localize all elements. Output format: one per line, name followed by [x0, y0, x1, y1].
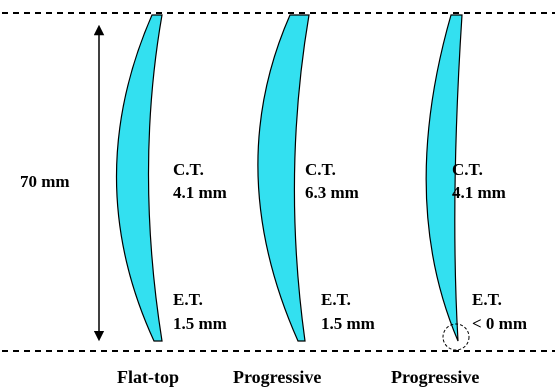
- lens3-et-label: E.T.: [472, 290, 502, 309]
- lens1-ct-label: C.T.: [173, 160, 204, 179]
- lens1-et-label: E.T.: [173, 290, 203, 309]
- lens1-caption: Flat-top: [117, 367, 179, 387]
- lens3-caption: Progressive: [391, 367, 479, 387]
- lens2-et-label: E.T.: [321, 290, 351, 309]
- height-dimension-label: 70 mm: [20, 172, 70, 191]
- lens2-ct-label: C.T.: [305, 160, 336, 179]
- lens2-et-value: 1.5 mm: [321, 314, 375, 333]
- lens3-ct-value: 4.1 mm: [452, 183, 506, 202]
- lens3-et-value: < 0 mm: [472, 314, 527, 333]
- lens1-et-value: 1.5 mm: [173, 314, 227, 333]
- lens2-caption: Progressive: [233, 367, 321, 387]
- lens3-ct-label: C.T.: [452, 160, 483, 179]
- lens-flat-top: [115, 14, 163, 342]
- edge-highlight-circle: [442, 323, 470, 351]
- lens1-ct-value: 4.1 mm: [173, 183, 227, 202]
- lens2-ct-value: 6.3 mm: [305, 183, 359, 202]
- lens-progressive-thick: [257, 14, 310, 342]
- lens-progressive-thin: [425, 14, 463, 342]
